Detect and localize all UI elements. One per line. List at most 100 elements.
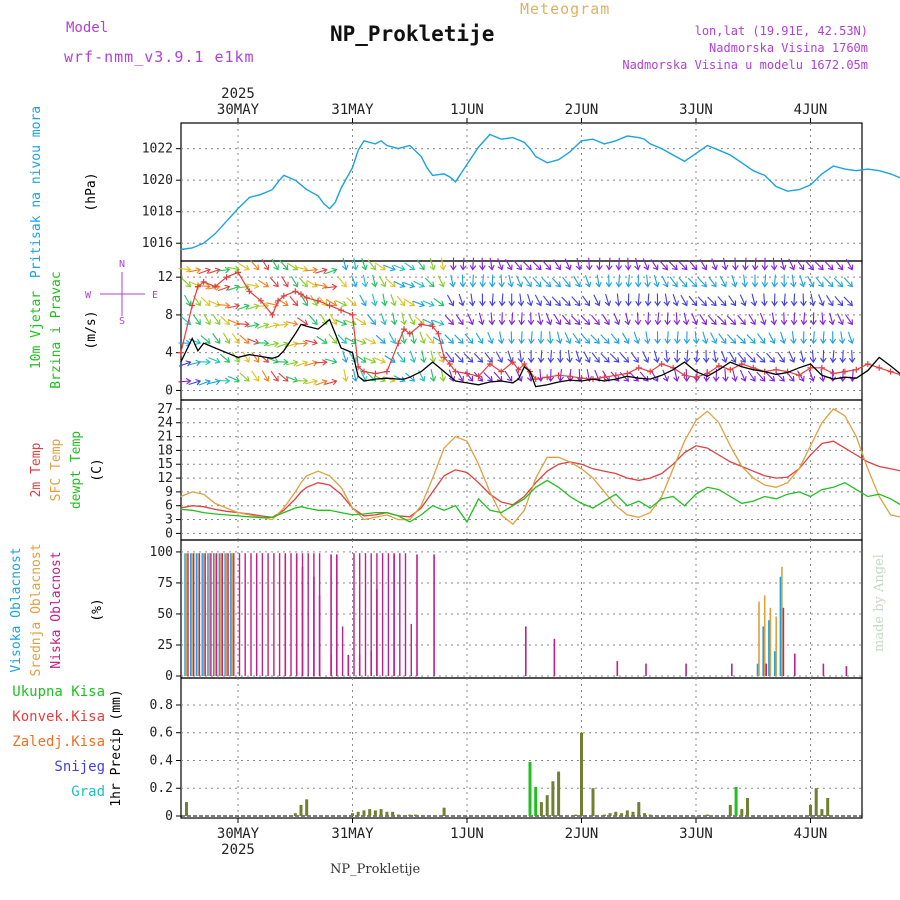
cloud-bar bbox=[387, 553, 390, 676]
wind-arrow bbox=[430, 369, 435, 382]
precip-bar bbox=[631, 811, 635, 816]
wind-arrow bbox=[527, 293, 532, 306]
wind-arrow bbox=[246, 283, 259, 288]
wind-arrow-head bbox=[779, 357, 785, 363]
wind-arrow bbox=[829, 312, 834, 325]
wind-arrow-head bbox=[526, 281, 532, 288]
wind-arrow bbox=[422, 300, 435, 307]
y-tick-label: 0 bbox=[165, 669, 173, 684]
wind-arrow bbox=[791, 331, 795, 344]
wind-arrow-head bbox=[498, 319, 506, 326]
wind-arrow bbox=[491, 274, 494, 287]
wind-arrow bbox=[726, 315, 736, 325]
wind-arrow bbox=[354, 338, 366, 344]
wind-arrow-head bbox=[487, 338, 494, 345]
cloud-bar bbox=[230, 553, 232, 676]
wind-arrow bbox=[491, 293, 494, 306]
wind-arrow-head bbox=[701, 319, 707, 326]
cloud-bar bbox=[250, 553, 252, 676]
wind-arrow-head bbox=[575, 264, 583, 271]
wind-arrow bbox=[532, 277, 542, 287]
wind-arrow-head bbox=[527, 357, 535, 364]
wind-arrow bbox=[188, 269, 201, 273]
cloud-bar bbox=[193, 553, 195, 676]
wind-arrow-head bbox=[468, 300, 476, 307]
wind-arrow-head bbox=[740, 300, 747, 307]
wind-gust-marker bbox=[189, 302, 196, 309]
wind-arrow-head bbox=[837, 300, 844, 307]
wind-arrow-head bbox=[204, 379, 211, 386]
wind-arrow bbox=[362, 274, 367, 287]
wind-arrow bbox=[270, 370, 279, 382]
wind-arrow-head bbox=[292, 341, 299, 348]
wind-arrow-head bbox=[749, 338, 756, 344]
wind-arrow-head bbox=[429, 357, 437, 364]
wind-arrow bbox=[666, 331, 669, 344]
cloud-bar bbox=[190, 553, 192, 676]
wind-arrow-head bbox=[720, 338, 727, 344]
wind-arrow bbox=[834, 259, 844, 270]
wind-arrow-head bbox=[351, 357, 357, 363]
wind-arrow-head bbox=[820, 357, 827, 364]
cloud-bar bbox=[758, 601, 760, 676]
wind-arrow bbox=[337, 334, 347, 344]
wind-arrow-head bbox=[234, 319, 240, 326]
wind-arrow bbox=[219, 353, 230, 363]
wind-arrow bbox=[367, 314, 376, 325]
y-tick-label: 25 bbox=[157, 638, 173, 653]
wind-arrow bbox=[361, 258, 367, 270]
wind-arrow-head bbox=[409, 264, 416, 271]
wind-arrow bbox=[257, 279, 269, 288]
wind-arrow bbox=[352, 369, 357, 382]
wind-arrow-head bbox=[634, 264, 641, 271]
wind-arrow bbox=[184, 294, 191, 306]
wind-arrow-head bbox=[585, 265, 593, 271]
wind-arrow-head bbox=[243, 264, 250, 271]
cloud-bar bbox=[773, 651, 776, 676]
wind-arrow bbox=[256, 323, 269, 329]
wind-arrow-head bbox=[673, 376, 680, 382]
wind-arrow bbox=[251, 351, 260, 363]
wind-arrow-head bbox=[800, 319, 808, 326]
wind-arrow bbox=[618, 257, 620, 270]
wind-gust-marker bbox=[498, 368, 505, 375]
precip-bar bbox=[614, 811, 618, 816]
wind-arrow-head bbox=[487, 357, 493, 363]
wind-arrow-head bbox=[243, 376, 250, 382]
wind-arrow bbox=[342, 350, 347, 363]
cloud-bar bbox=[399, 553, 401, 676]
wind-gust-marker bbox=[292, 288, 299, 295]
wind-arrow bbox=[678, 277, 688, 287]
wind-arrow-head bbox=[351, 376, 359, 382]
wind-arrow bbox=[371, 293, 376, 306]
wind-arrow bbox=[238, 262, 250, 271]
wind-arrow bbox=[724, 368, 727, 382]
wind-arrow bbox=[840, 331, 844, 344]
wind-arrow-head bbox=[770, 265, 778, 271]
precip-bar bbox=[368, 809, 372, 816]
precip-bar bbox=[740, 809, 744, 816]
wind-arrow bbox=[419, 331, 425, 344]
wind-gust-marker bbox=[681, 372, 688, 379]
wind-arrow bbox=[212, 314, 221, 325]
wind-arrow bbox=[440, 369, 445, 382]
precip-bar bbox=[608, 813, 612, 816]
wind-arrow-head bbox=[331, 338, 338, 344]
precip-bar bbox=[809, 804, 812, 816]
wind-arrow-head bbox=[847, 338, 855, 345]
wind-arrow bbox=[642, 258, 649, 270]
wind-arrow bbox=[672, 294, 678, 306]
wind-arrow bbox=[751, 293, 756, 306]
wind-gust-marker bbox=[601, 374, 608, 381]
wind-label-1: 10m Vjetar bbox=[29, 291, 44, 369]
wind-arrow bbox=[522, 260, 532, 270]
wind-arrow bbox=[843, 296, 853, 306]
wind-arrow bbox=[530, 331, 533, 344]
cloud-bar bbox=[273, 553, 275, 676]
wind-arrow-head bbox=[508, 338, 515, 345]
wind-arrow-head bbox=[292, 300, 299, 307]
wind-arrow-head bbox=[790, 338, 797, 345]
wind-arrow-head bbox=[633, 338, 641, 345]
wind-gust-marker bbox=[446, 361, 453, 367]
wind-arrow bbox=[538, 312, 542, 325]
